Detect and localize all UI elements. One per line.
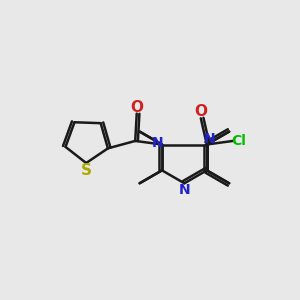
Text: Cl: Cl	[231, 134, 246, 148]
Text: O: O	[194, 104, 207, 119]
Text: N: N	[152, 136, 164, 150]
Text: N: N	[178, 183, 190, 197]
Text: N: N	[204, 132, 216, 146]
Text: S: S	[81, 163, 92, 178]
Text: O: O	[130, 100, 143, 115]
